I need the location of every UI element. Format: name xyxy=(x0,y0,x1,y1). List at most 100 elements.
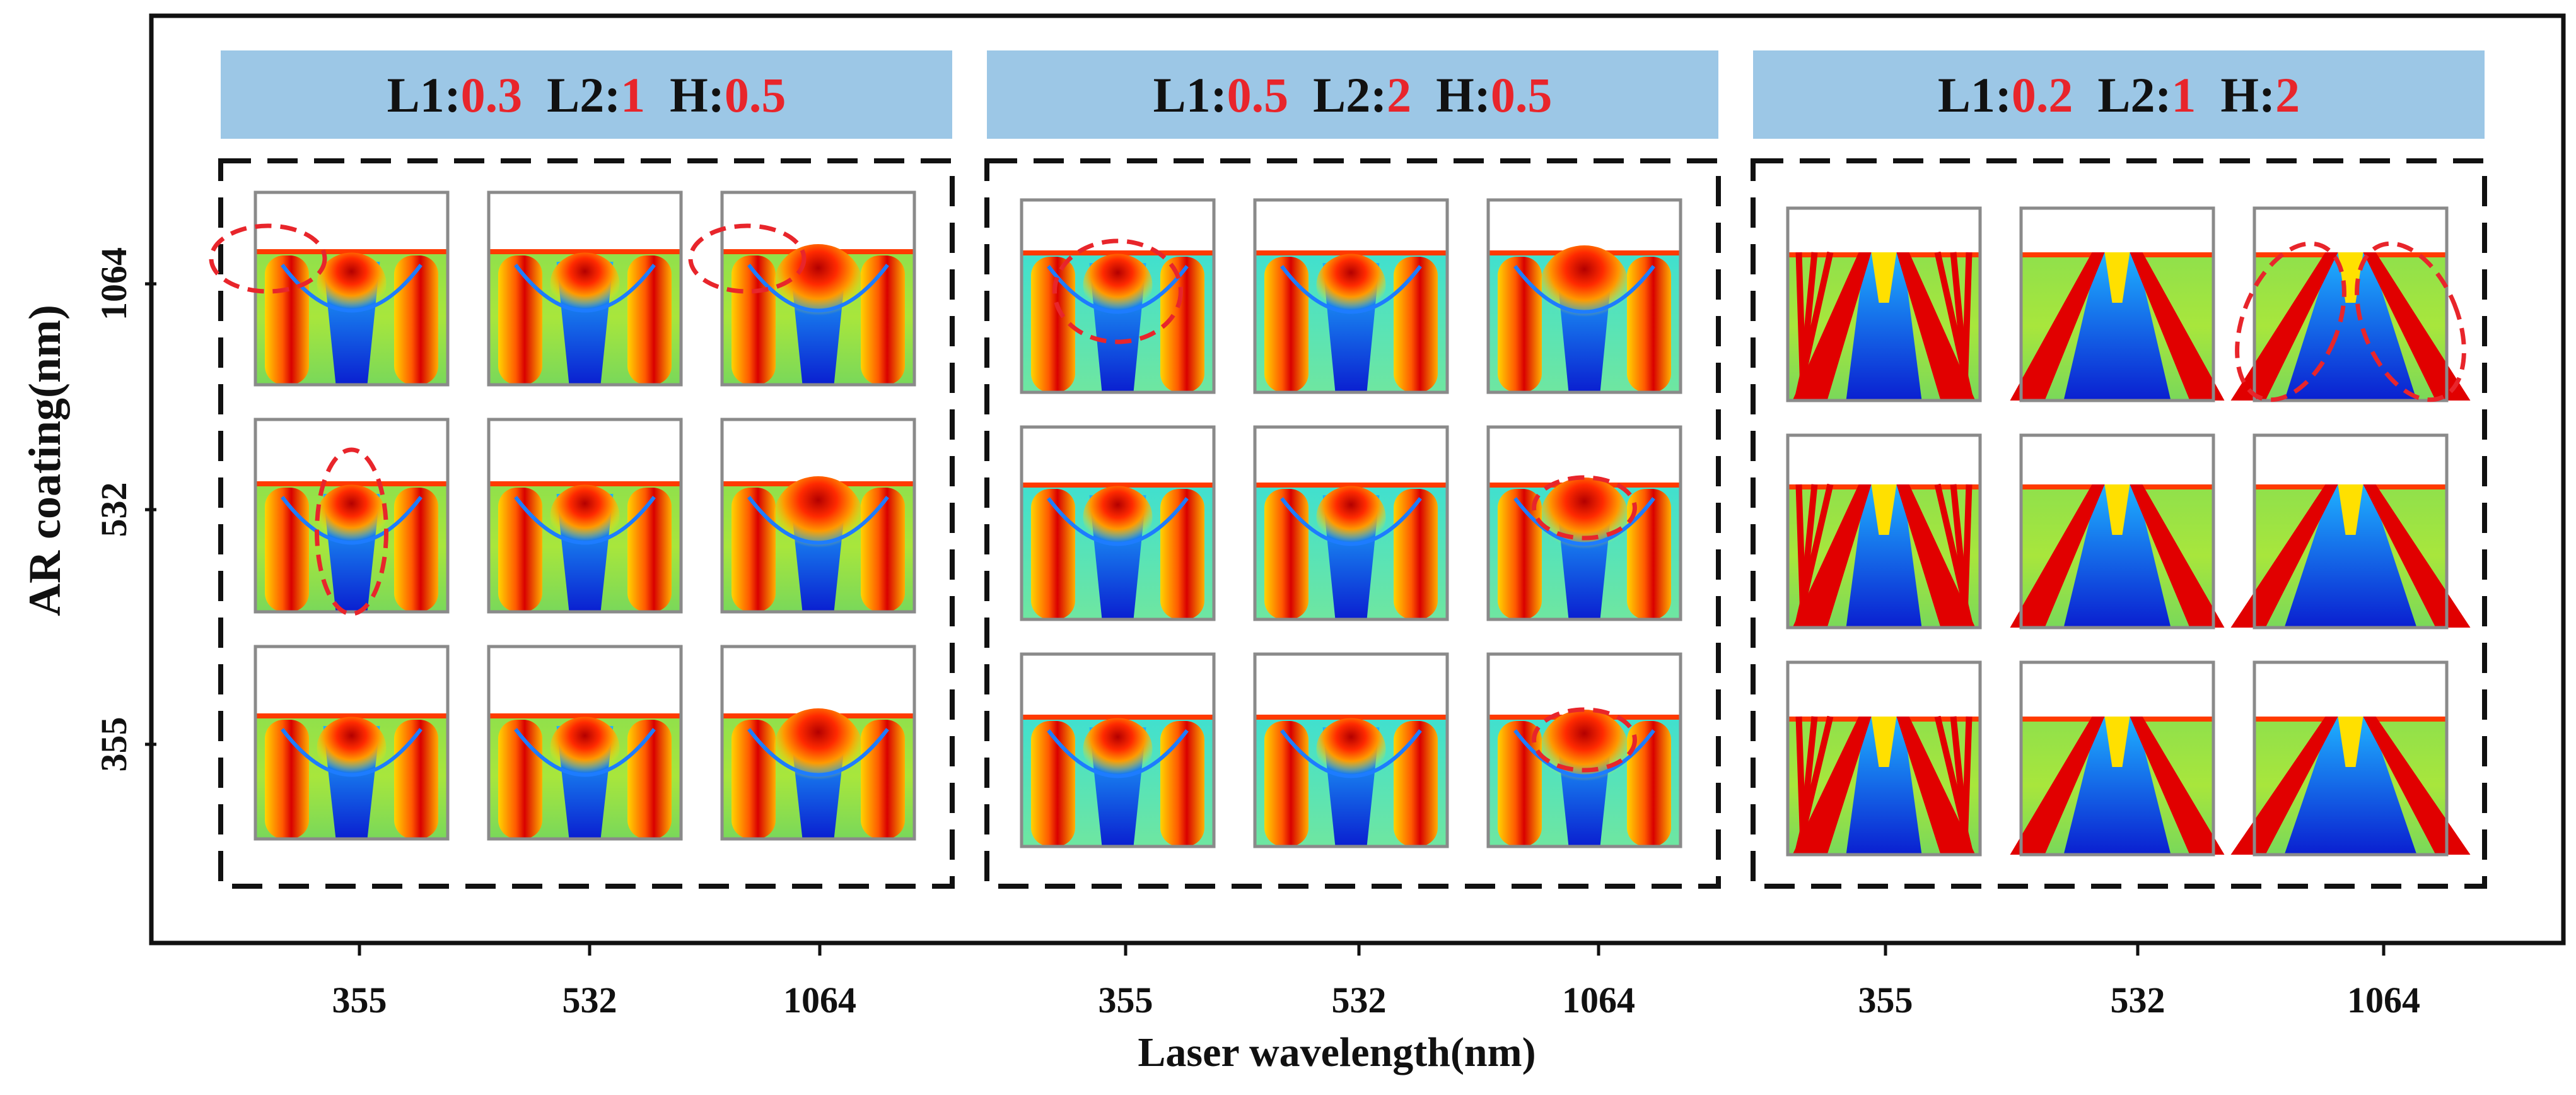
field-lobe-left xyxy=(1792,717,1872,855)
field-lobe-left xyxy=(2230,484,2338,628)
surface-line xyxy=(1255,250,1447,255)
field-lobe-right xyxy=(1394,489,1438,619)
field-hotspot xyxy=(1871,717,1897,767)
field-lobe-right xyxy=(627,255,672,385)
x-tick-label: 355 xyxy=(1858,980,1913,1021)
field-hotspot xyxy=(1083,486,1153,549)
field-contour xyxy=(1280,265,1422,314)
field-lobe-left xyxy=(1792,484,1872,628)
highlight-ellipses xyxy=(209,223,2466,773)
field-lobe-left xyxy=(2010,717,2105,855)
field-contour xyxy=(514,264,656,313)
field-panel-532-355 xyxy=(1020,425,1216,621)
y-axis-label: AR coating(nm) xyxy=(20,305,70,616)
panel-frame xyxy=(254,418,450,614)
x-tick-label: 532 xyxy=(2111,980,2165,1021)
field-lobe-left xyxy=(265,488,309,612)
field-core xyxy=(2063,484,2171,628)
y-tick-label: 355 xyxy=(93,717,134,772)
field-lobe-left xyxy=(1264,721,1308,846)
panel-frame xyxy=(1486,425,1682,621)
panel-frame xyxy=(720,645,916,841)
field-contour xyxy=(747,264,889,313)
panel-frame xyxy=(2253,206,2449,402)
field-lobe-left xyxy=(1264,257,1308,392)
panel-frame xyxy=(720,190,916,387)
panel-frame xyxy=(1020,198,1216,394)
field-lobe-right xyxy=(394,255,438,385)
field-lobe-right xyxy=(1160,721,1204,846)
panel-frame xyxy=(1253,652,1449,848)
field-panel-1064-532 xyxy=(2010,206,2225,402)
field-lobe-right xyxy=(2363,484,2471,628)
field-hotspot xyxy=(2338,717,2363,767)
param-name: H: xyxy=(645,67,725,122)
highlight-ellipse xyxy=(1532,707,1637,773)
field-hotspot xyxy=(317,252,387,315)
highlight-ellipse xyxy=(2355,241,2466,402)
field-panel-532-532 xyxy=(487,418,683,614)
surface-line xyxy=(1022,715,1214,720)
field-panel-1064-1064 xyxy=(2230,206,2471,402)
param-name: L2: xyxy=(1288,67,1387,122)
highlight-ellipse xyxy=(688,223,807,294)
field-contour xyxy=(1513,729,1655,778)
field-panel-1064-355 xyxy=(1020,198,1216,394)
field-lobe-left xyxy=(2230,252,2338,401)
field-hotspot xyxy=(2104,484,2130,535)
param-value: 0.5 xyxy=(1491,67,1553,122)
field-core xyxy=(2284,484,2417,628)
field-lobe-left xyxy=(1498,257,1542,392)
header-background xyxy=(1753,50,2485,139)
field-fringe xyxy=(1961,252,1973,401)
header-params: L1:0.5 L2:2 H:0.5 xyxy=(1153,67,1553,122)
panel-frame xyxy=(1020,652,1216,848)
y-tick-label: 1064 xyxy=(93,247,134,320)
field-panel-355-1064 xyxy=(720,645,916,841)
field-lobe-left xyxy=(1031,257,1075,392)
field-panel-1064-532 xyxy=(487,190,683,387)
field-fringe xyxy=(1961,484,1973,628)
field-hotspot xyxy=(2104,252,2130,303)
group-header-2: L1:0.5 L2:2 H:0.5 xyxy=(987,50,1718,139)
panel-frame xyxy=(1253,198,1449,394)
field-hotspot xyxy=(1316,254,1386,317)
field-contour xyxy=(1047,729,1189,778)
surface-line xyxy=(255,249,448,254)
field-lobe-right xyxy=(1627,257,1671,392)
panel-frame xyxy=(1486,652,1682,848)
field-hotspot xyxy=(1540,245,1629,325)
field-hotspot xyxy=(2338,484,2363,535)
x-tick-label: 355 xyxy=(1099,980,1153,1021)
surface-line xyxy=(255,481,448,486)
field-core xyxy=(2063,252,2171,401)
field-contour xyxy=(1513,497,1655,546)
highlight-ellipse xyxy=(1532,475,1637,541)
field-panel-1064-355 xyxy=(1786,206,1982,402)
panel-frame xyxy=(1786,660,1982,857)
field-panel-355-355 xyxy=(254,645,450,841)
field-lobe-right xyxy=(1627,489,1671,619)
panel-frame xyxy=(2019,433,2215,629)
field-hotspot xyxy=(1871,484,1897,535)
panel-frame xyxy=(487,190,683,387)
x-tick-label: 355 xyxy=(332,980,387,1021)
field-panel-1064-1064 xyxy=(720,190,916,387)
param-name: L1: xyxy=(387,67,461,122)
header-params: L1:0.2 L2:1 H:2 xyxy=(1938,67,2300,122)
header-background xyxy=(987,50,1718,139)
field-fringe xyxy=(1795,252,1807,401)
field-hotspot xyxy=(2104,717,2130,767)
panel-frame xyxy=(1020,425,1216,621)
param-name: L1: xyxy=(1153,67,1227,122)
field-hotspot xyxy=(1316,486,1386,549)
group-header-3: L1:0.2 L2:1 H:2 xyxy=(1753,50,2485,139)
group-dashed-boxes xyxy=(218,158,2487,889)
param-value: 1 xyxy=(2171,67,2196,122)
field-lobe-right xyxy=(2130,717,2225,855)
field-core xyxy=(1846,717,1922,855)
field-contour xyxy=(1047,265,1189,314)
field-panel-532-1064 xyxy=(1486,425,1682,621)
field-lobe-right xyxy=(1896,717,1976,855)
